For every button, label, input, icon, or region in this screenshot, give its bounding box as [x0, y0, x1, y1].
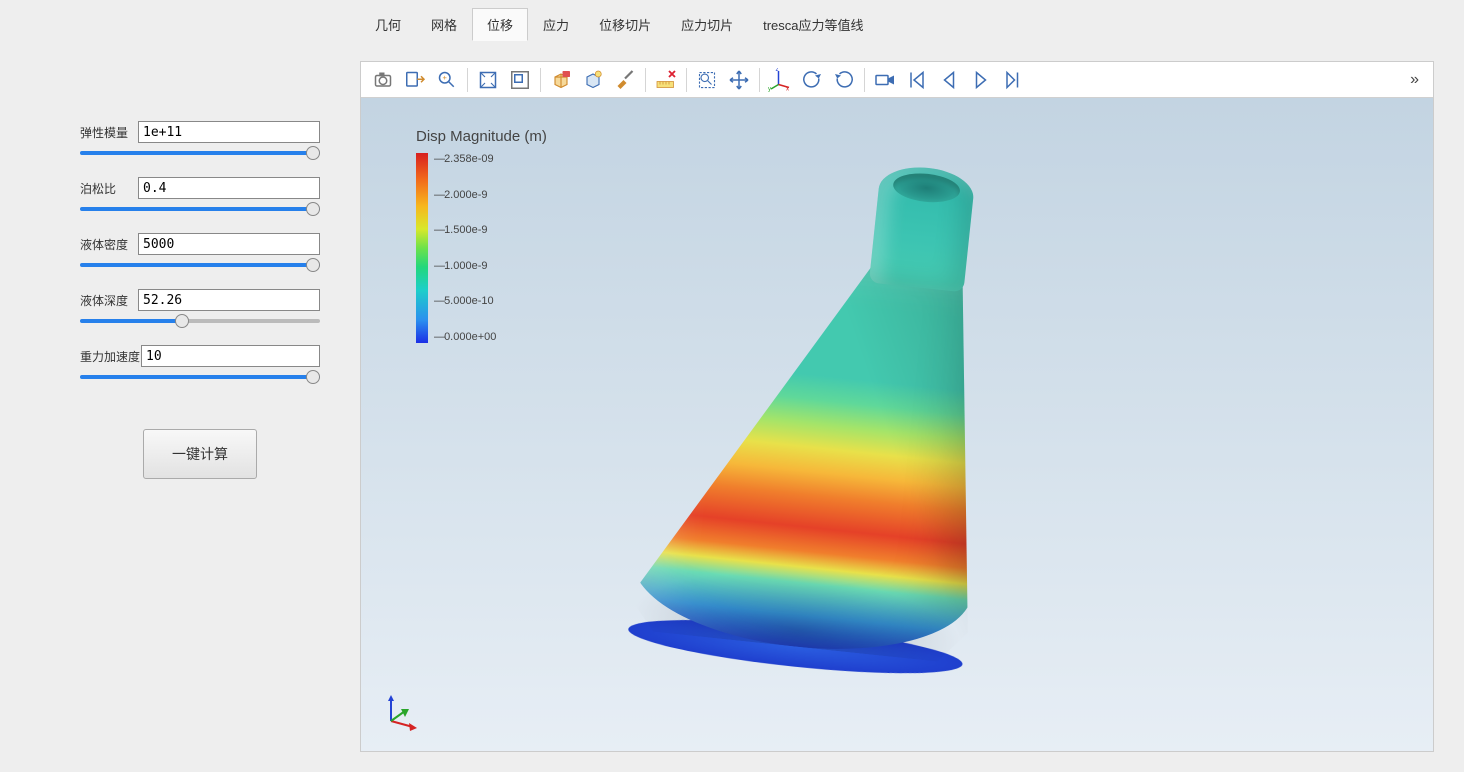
legend-tick: 1.500e-9 [434, 224, 496, 236]
zoom-fit-icon[interactable] [472, 65, 504, 95]
go-first-icon[interactable] [901, 65, 933, 95]
legend-gradient-bar [416, 153, 428, 343]
svg-text:z: z [776, 68, 779, 73]
param-label-liquid_density: 液体密度 [80, 236, 132, 253]
legend-tick: 0.000e+00 [434, 331, 496, 343]
param-gravity_accel: 重力加速度 [80, 345, 320, 379]
axis-triad-icon [379, 693, 419, 733]
param-liquid_density: 液体密度 [80, 233, 320, 267]
tab-1[interactable]: 网格 [416, 8, 472, 41]
axes-xyz-icon[interactable]: z x y [764, 65, 796, 95]
param-slider-liquid_density[interactable] [80, 263, 320, 267]
viewer-canvas[interactable]: Disp Magnitude (m) 2.358e-09 2.000e-9 1.50… [361, 98, 1433, 751]
play-icon[interactable] [965, 65, 997, 95]
step-forward-icon[interactable] [997, 65, 1029, 95]
tab-5[interactable]: 应力切片 [666, 8, 748, 41]
param-label-elastic_modulus: 弹性模量 [80, 124, 132, 141]
step-back-icon[interactable] [933, 65, 965, 95]
param-slider-gravity_accel[interactable] [80, 375, 320, 379]
calculate-button[interactable]: 一键计算 [143, 429, 257, 479]
svg-text:x: x [786, 86, 789, 92]
param-elastic_modulus: 弹性模量 [80, 121, 320, 155]
zoom-window-icon[interactable] [504, 65, 536, 95]
rotate-cw-icon[interactable] [828, 65, 860, 95]
param-input-poisson_ratio[interactable] [138, 177, 320, 199]
tab-2[interactable]: 位移 [472, 8, 528, 41]
viewer-panel: + z x y » Disp Magnitude (m) 2.358e-09 2.000e… [360, 61, 1434, 752]
legend-tick: 2.358e-09 [434, 153, 496, 165]
tab-0[interactable]: 几何 [360, 8, 416, 41]
param-slider-liquid_depth[interactable] [80, 319, 320, 323]
legend-ticks: 2.358e-09 2.000e-9 1.500e-9 1.000e-9 5.000e-… [434, 153, 496, 343]
viewer-toolbar: + z x y » [361, 62, 1433, 98]
tabs-bar: 几何网格位移应力位移切片应力切片tresca应力等值线 [0, 0, 1464, 41]
toolbar-separator [540, 68, 541, 92]
camera-icon[interactable] [367, 65, 399, 95]
legend-tick: 2.000e-9 [434, 189, 496, 201]
export-icon[interactable] [399, 65, 431, 95]
param-slider-elastic_modulus[interactable] [80, 151, 320, 155]
tab-6[interactable]: tresca应力等值线 [748, 8, 878, 41]
toolbar-overflow-icon[interactable]: » [1402, 71, 1427, 89]
brush-icon[interactable] [609, 65, 641, 95]
svg-text:+: + [443, 73, 448, 82]
tab-4[interactable]: 位移切片 [584, 8, 666, 41]
cube-light-icon[interactable] [577, 65, 609, 95]
param-poisson_ratio: 泊松比 [80, 177, 320, 211]
toolbar-separator [645, 68, 646, 92]
toolbar-separator [686, 68, 687, 92]
param-label-gravity_accel: 重力加速度 [80, 348, 135, 365]
ruler-delete-icon[interactable] [650, 65, 682, 95]
select-box-icon[interactable] [691, 65, 723, 95]
rotate-ccw-icon[interactable] [796, 65, 828, 95]
video-icon[interactable] [869, 65, 901, 95]
param-input-elastic_modulus[interactable] [138, 121, 320, 143]
param-input-gravity_accel[interactable] [141, 345, 320, 367]
legend-tick: 1.000e-9 [434, 260, 496, 272]
param-label-poisson_ratio: 泊松比 [80, 180, 132, 197]
param-slider-poisson_ratio[interactable] [80, 207, 320, 211]
parameters-panel: 弹性模量泊松比液体密度液体深度重力加速度一键计算 [0, 61, 360, 752]
legend-tick: 5.000e-10 [434, 295, 496, 307]
param-label-liquid_depth: 液体深度 [80, 292, 132, 309]
param-input-liquid_depth[interactable] [138, 289, 320, 311]
param-liquid_depth: 液体深度 [80, 289, 320, 323]
toolbar-separator [759, 68, 760, 92]
cube-selection-icon[interactable] [545, 65, 577, 95]
color-legend: Disp Magnitude (m) 2.358e-09 2.000e-9 1.50… [416, 128, 547, 343]
toolbar-separator [467, 68, 468, 92]
toolbar-separator [864, 68, 865, 92]
svg-text:y: y [768, 86, 771, 92]
param-input-liquid_density[interactable] [138, 233, 320, 255]
pan-icon[interactable] [723, 65, 755, 95]
zoom-find-icon[interactable]: + [431, 65, 463, 95]
fea-model-flask[interactable] [616, 141, 1025, 666]
legend-title: Disp Magnitude (m) [416, 128, 547, 145]
tab-3[interactable]: 应力 [528, 8, 584, 41]
